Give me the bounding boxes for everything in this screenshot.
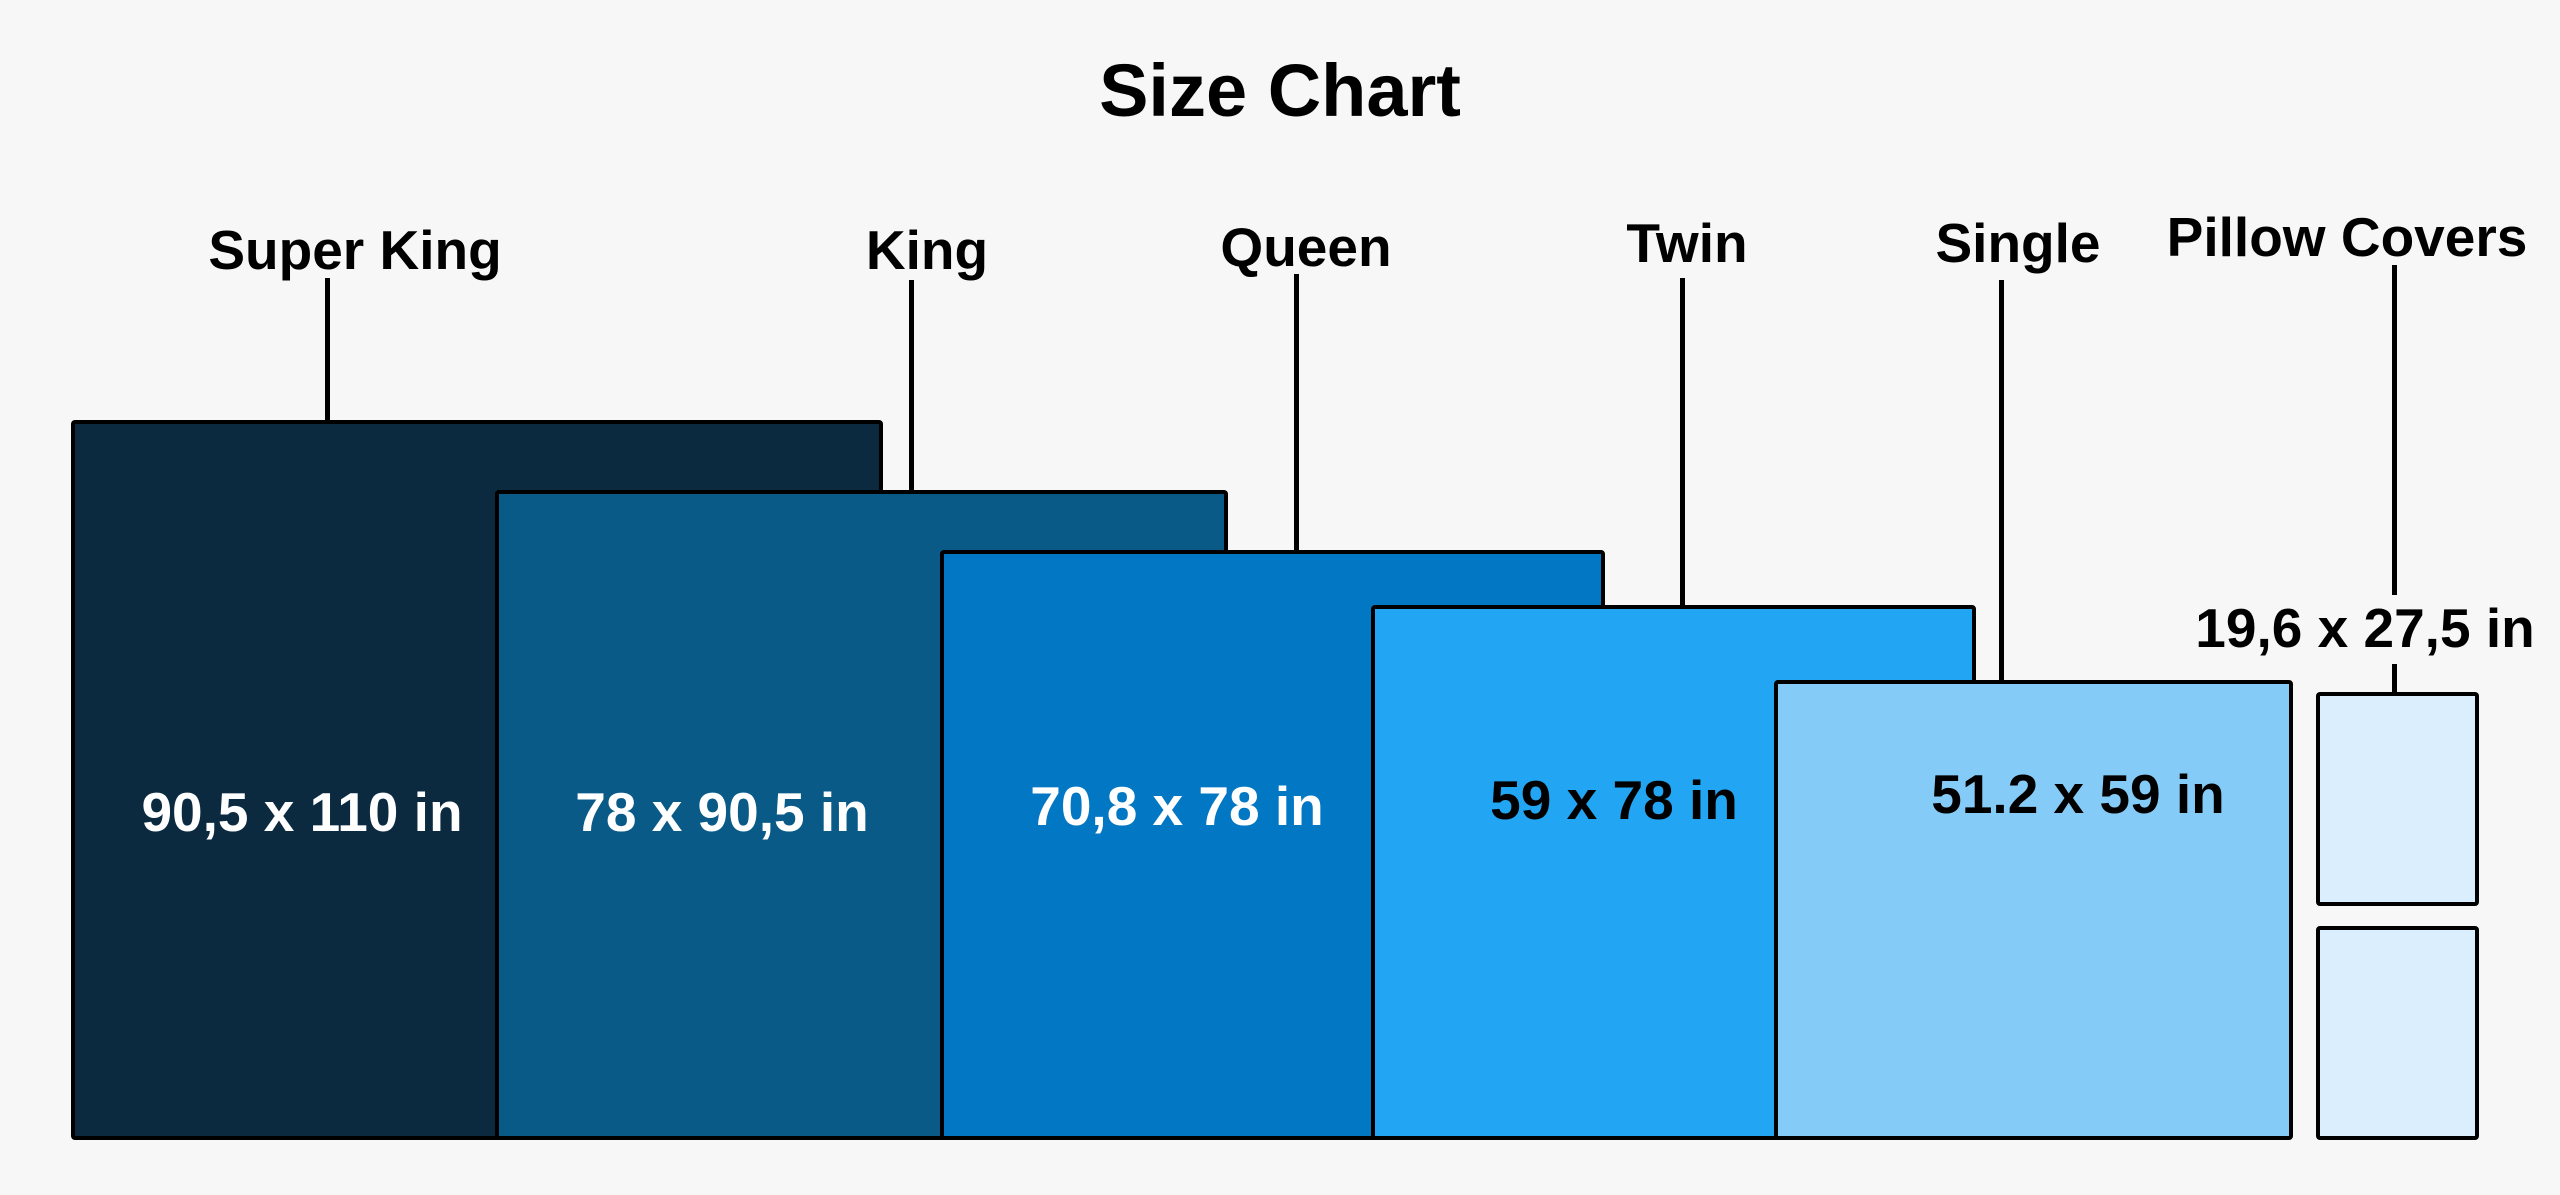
- label-twin: Twin: [1626, 212, 1748, 274]
- label-pillow-covers: Pillow Covers: [2166, 206, 2528, 268]
- leader-king: [909, 280, 914, 492]
- dimensions-king: 78 x 90,5 in: [575, 781, 869, 843]
- leader-pillow-bottom: [2392, 664, 2397, 694]
- leader-twin: [1680, 278, 1685, 608]
- leader-queen: [1294, 274, 1299, 552]
- pillow-cover-1: [2316, 692, 2479, 906]
- label-queen: Queen: [1220, 216, 1392, 278]
- pillow-cover-2: [2316, 926, 2479, 1140]
- label-single: Single: [1935, 212, 2101, 274]
- leader-super-king: [325, 278, 330, 422]
- dimensions-pillow-covers: 19,6 x 27,5 in: [2195, 597, 2535, 659]
- label-king: King: [865, 219, 989, 281]
- dimensions-super-king: 90,5 x 110 in: [141, 781, 463, 843]
- sheet-single: [1774, 680, 2293, 1140]
- chart-title: Size Chart: [1099, 49, 1461, 132]
- dimensions-queen: 70,8 x 78 in: [1030, 775, 1324, 837]
- leader-single: [1999, 280, 2004, 684]
- leader-pillow-top: [2392, 265, 2397, 595]
- dimensions-twin: 59 x 78 in: [1490, 769, 1738, 831]
- label-super-king: Super King: [208, 219, 502, 281]
- dimensions-single: 51.2 x 59 in: [1931, 763, 2225, 825]
